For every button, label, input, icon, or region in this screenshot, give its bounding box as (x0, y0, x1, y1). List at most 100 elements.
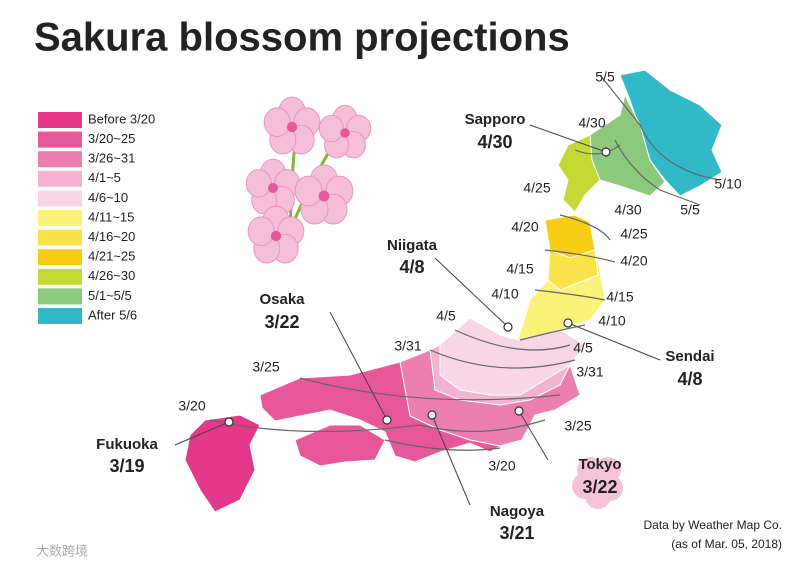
city-date: 3/22 (582, 477, 617, 497)
contour-label: 4/30 (614, 202, 641, 218)
legend-swatch (38, 190, 82, 207)
contour-line (534, 289, 606, 301)
legend-swatch (38, 308, 82, 324)
contour-label: 4/10 (491, 286, 518, 302)
contour-line (519, 324, 586, 341)
city-name: Niigata (387, 237, 438, 254)
petal (247, 216, 275, 246)
legend-label: 4/6~10 (88, 190, 128, 205)
legend-swatch (38, 268, 82, 285)
contour-label: 4/15 (506, 261, 533, 277)
leader-line (518, 410, 549, 461)
tohoku-mid (547, 249, 599, 291)
legend-swatch (38, 151, 82, 168)
contour-label: 3/31 (394, 338, 421, 354)
flower-center (340, 128, 350, 138)
legend-swatch (38, 131, 82, 148)
city-dot (503, 322, 513, 332)
contour-label: 3/20 (178, 398, 205, 414)
petal (294, 175, 323, 207)
legend-label: 4/16~20 (88, 229, 135, 244)
city-date: 4/8 (677, 369, 702, 389)
contour-label: 4/25 (620, 226, 647, 242)
legend-label: 5/1~5/5 (88, 288, 132, 303)
city-date: 4/30 (477, 132, 512, 152)
leader-line (329, 311, 388, 421)
contour-line (209, 419, 546, 433)
leader-line (529, 124, 607, 153)
city-date: 4/8 (399, 257, 424, 277)
contour-line (559, 214, 611, 241)
legend-swatch (38, 249, 82, 266)
source: (as of Mar. 05, 2018) (671, 537, 782, 551)
city-name: Sendai (665, 348, 714, 365)
contour-label: 4/10 (598, 313, 625, 329)
legend-label: 4/21~25 (88, 249, 135, 264)
leader-line (431, 414, 471, 506)
petal (318, 114, 344, 143)
legend-label: After 5/6 (88, 307, 137, 322)
watermark: 大数跨境 (36, 543, 88, 558)
petal (263, 107, 291, 137)
contour-line (429, 349, 576, 369)
contour-line (299, 377, 561, 401)
city-name: Tokyo (578, 456, 621, 473)
flower-center (286, 121, 298, 133)
contour-label: 5/10 (714, 176, 741, 192)
contour-label: 4/30 (578, 115, 605, 131)
city-dot (601, 147, 611, 157)
title: Sakura blossom projections (34, 16, 570, 60)
legend-label: Before 3/20 (88, 111, 155, 126)
kyushu (184, 414, 261, 513)
contour-label: 3/20 (488, 458, 515, 474)
city-dot (224, 417, 234, 427)
flower-center (270, 230, 282, 242)
shikoku (294, 424, 386, 467)
contour-label: 5/5 (595, 69, 615, 85)
contour-line (544, 249, 616, 263)
source: Data by Weather Map Co. (643, 518, 782, 532)
legend-swatch (38, 288, 82, 305)
flower-center (268, 183, 278, 193)
contour-label: 4/5 (436, 308, 456, 324)
legend-label: 4/26~30 (88, 268, 135, 283)
petal (245, 169, 272, 198)
legend-label: 4/11~15 (88, 209, 134, 224)
legend-swatch (38, 112, 82, 128)
legend-swatch (38, 170, 82, 187)
contour-label: 4/5 (573, 340, 593, 356)
tokyo-badge (585, 483, 611, 509)
flower-center (318, 190, 330, 202)
contour-label: 4/15 (606, 289, 633, 305)
contour-line (574, 144, 621, 155)
contour-label: 3/31 (576, 364, 603, 380)
legend-label: 3/20~25 (88, 131, 135, 146)
city-name: Fukuoka (96, 436, 158, 453)
contour-line (599, 74, 721, 181)
leader-line (174, 421, 230, 446)
contour-label: 4/20 (620, 253, 647, 269)
legend-label: 3/26~31 (88, 151, 135, 166)
contour-label: 3/25 (252, 359, 279, 375)
city-dot (514, 406, 524, 416)
city-name: Nagoya (490, 503, 545, 520)
city-name: Sapporo (465, 111, 526, 128)
city-date: 3/21 (499, 523, 534, 543)
leader-line (434, 257, 509, 328)
legend-label: 4/1~5 (88, 170, 121, 185)
contour-label: 4/25 (523, 180, 550, 196)
city-dot (563, 318, 573, 328)
contour-label: 3/25 (564, 418, 591, 434)
city-dot (382, 415, 392, 425)
city-name: Osaka (259, 291, 305, 308)
leader-line (567, 322, 661, 361)
legend-swatch (38, 210, 82, 226)
city-date: 3/22 (264, 312, 299, 332)
west-honshu (259, 361, 502, 463)
city-dot (427, 410, 437, 420)
contour-label: 4/20 (511, 219, 538, 235)
contour-line (454, 329, 571, 351)
city-date: 3/19 (109, 456, 144, 476)
contour-label: 5/5 (680, 202, 700, 218)
